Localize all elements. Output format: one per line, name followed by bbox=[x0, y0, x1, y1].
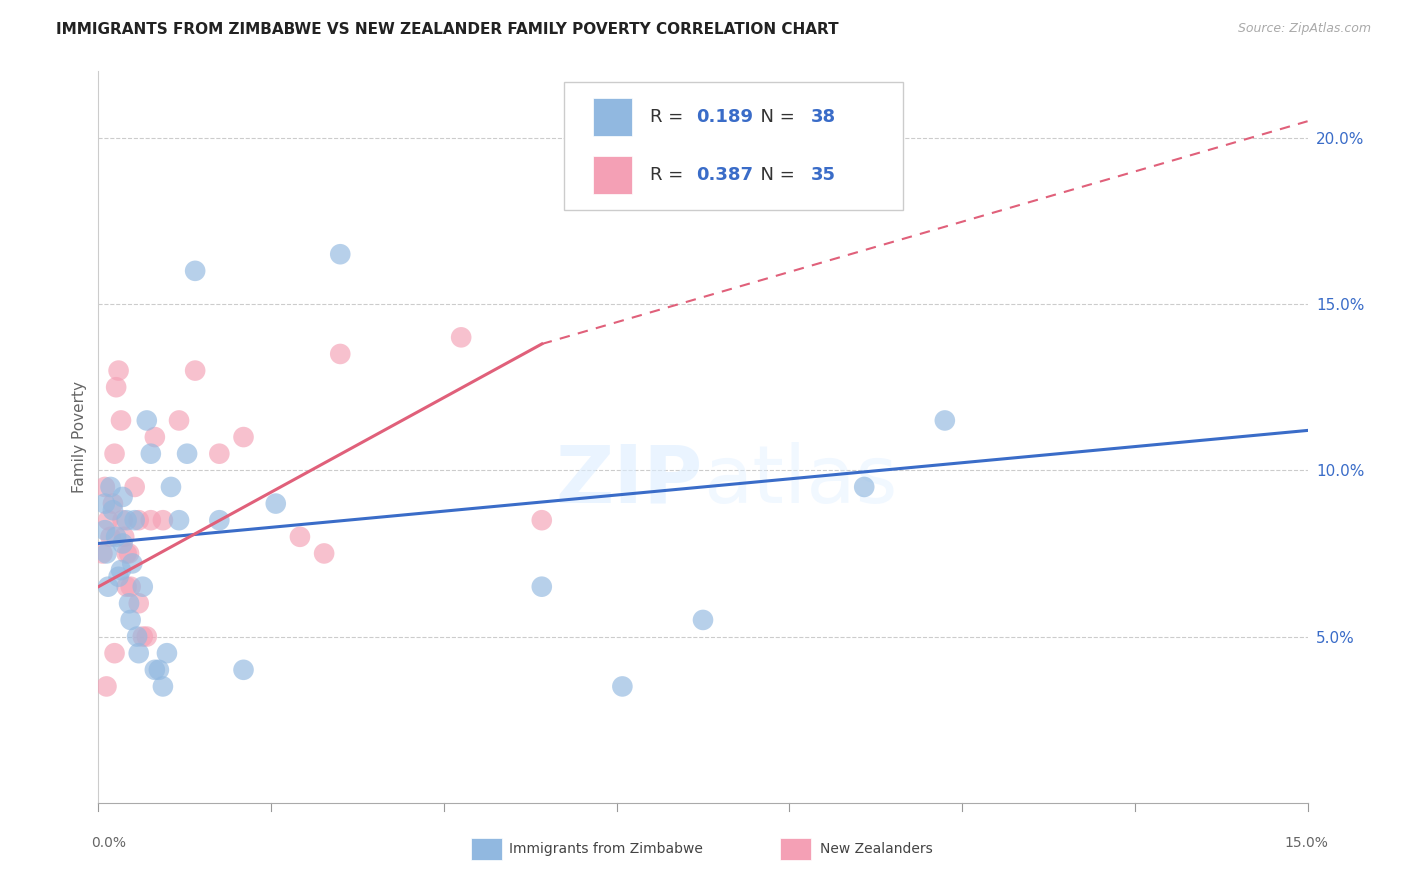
Point bbox=[176, 447, 198, 461]
Point bbox=[167, 513, 190, 527]
Point bbox=[127, 630, 149, 644]
Point bbox=[329, 347, 352, 361]
Point bbox=[152, 680, 174, 694]
Point bbox=[107, 363, 129, 377]
Text: 0.387: 0.387 bbox=[696, 166, 752, 185]
Point bbox=[132, 580, 155, 594]
Text: 15.0%: 15.0% bbox=[1285, 836, 1329, 850]
Point bbox=[121, 557, 143, 571]
Point bbox=[128, 646, 150, 660]
Point bbox=[167, 413, 190, 427]
Point bbox=[103, 646, 125, 660]
Point bbox=[94, 480, 117, 494]
Text: IMMIGRANTS FROM ZIMBABWE VS NEW ZEALANDER FAMILY POVERTY CORRELATION CHART: IMMIGRANTS FROM ZIMBABWE VS NEW ZEALANDE… bbox=[56, 22, 839, 37]
Point bbox=[96, 680, 118, 694]
Text: ZIP: ZIP bbox=[555, 442, 703, 520]
Point bbox=[264, 497, 287, 511]
Text: Immigrants from Zimbabwe: Immigrants from Zimbabwe bbox=[509, 842, 703, 856]
Bar bbox=[593, 156, 631, 194]
Point bbox=[91, 546, 114, 560]
Point bbox=[530, 513, 553, 527]
Point bbox=[128, 513, 150, 527]
Point bbox=[105, 380, 128, 394]
Point bbox=[115, 546, 138, 560]
Point bbox=[329, 247, 352, 261]
Point bbox=[232, 663, 254, 677]
Point bbox=[101, 497, 124, 511]
Point bbox=[94, 497, 117, 511]
Point bbox=[530, 580, 553, 594]
Text: New Zealanders: New Zealanders bbox=[820, 842, 932, 856]
Point bbox=[97, 580, 120, 594]
Text: atlas: atlas bbox=[703, 442, 897, 520]
Point bbox=[208, 447, 231, 461]
Point bbox=[111, 536, 134, 550]
Text: 0.189: 0.189 bbox=[696, 109, 752, 127]
Point bbox=[232, 430, 254, 444]
Point bbox=[208, 513, 231, 527]
Point bbox=[184, 264, 207, 278]
Point bbox=[120, 613, 142, 627]
Point bbox=[100, 480, 122, 494]
Point bbox=[97, 513, 120, 527]
Point bbox=[118, 596, 141, 610]
Point bbox=[112, 530, 135, 544]
Point bbox=[156, 646, 179, 660]
Text: R =: R = bbox=[650, 109, 689, 127]
Point bbox=[143, 663, 166, 677]
Text: R =: R = bbox=[650, 166, 689, 185]
Point bbox=[100, 530, 122, 544]
Point bbox=[314, 546, 336, 560]
Point bbox=[148, 663, 170, 677]
Point bbox=[107, 570, 129, 584]
Text: N =: N = bbox=[749, 166, 800, 185]
Point bbox=[450, 330, 472, 344]
Point bbox=[115, 513, 138, 527]
FancyBboxPatch shape bbox=[564, 82, 903, 211]
Point bbox=[118, 546, 141, 560]
Point bbox=[184, 363, 207, 377]
Point bbox=[132, 630, 155, 644]
Point bbox=[111, 490, 134, 504]
Point bbox=[110, 563, 132, 577]
Point bbox=[139, 447, 162, 461]
Point bbox=[934, 413, 956, 427]
Point bbox=[853, 480, 876, 494]
Point bbox=[288, 530, 311, 544]
Bar bbox=[593, 98, 631, 136]
Point bbox=[105, 530, 128, 544]
Point bbox=[111, 513, 134, 527]
Point bbox=[135, 630, 157, 644]
Point bbox=[135, 413, 157, 427]
Point bbox=[110, 413, 132, 427]
Y-axis label: Family Poverty: Family Poverty bbox=[72, 381, 87, 493]
Point bbox=[124, 513, 146, 527]
Point bbox=[124, 480, 146, 494]
Point bbox=[128, 596, 150, 610]
Point bbox=[143, 430, 166, 444]
Point bbox=[103, 447, 125, 461]
Text: N =: N = bbox=[749, 109, 800, 127]
Point bbox=[115, 580, 138, 594]
Point bbox=[96, 546, 118, 560]
Text: 0.0%: 0.0% bbox=[91, 836, 127, 850]
Point bbox=[120, 580, 142, 594]
Text: Source: ZipAtlas.com: Source: ZipAtlas.com bbox=[1237, 22, 1371, 36]
Point bbox=[101, 503, 124, 517]
Point bbox=[692, 613, 714, 627]
Point bbox=[160, 480, 183, 494]
Point bbox=[94, 523, 117, 537]
Text: 35: 35 bbox=[811, 166, 835, 185]
Point bbox=[139, 513, 162, 527]
Point bbox=[152, 513, 174, 527]
Point bbox=[612, 680, 634, 694]
Text: 38: 38 bbox=[811, 109, 835, 127]
